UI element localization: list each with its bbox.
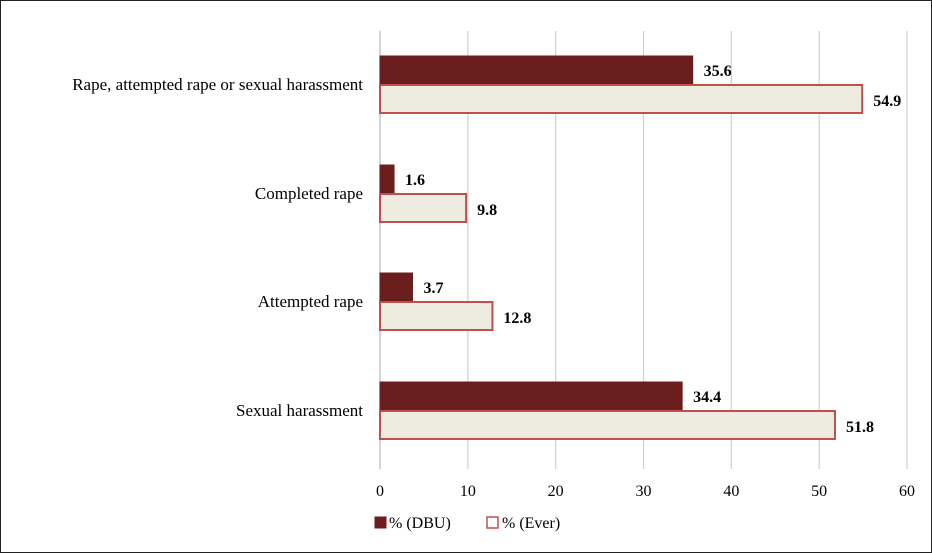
x-tick-label: 20 [548, 483, 564, 500]
bar-dbu [379, 381, 683, 411]
x-tick-label: 60 [899, 483, 915, 500]
bar-ever [379, 301, 494, 331]
data-labels: 35.6 54.9 1.6 9.8 3.7 12.8 34.4 51.8 [405, 63, 901, 436]
x-tick-labels: 0 10 20 30 40 50 60 [376, 483, 915, 500]
data-label-ever: 12.8 [503, 310, 531, 327]
data-label-dbu: 3.7 [423, 280, 443, 297]
data-label-dbu: 1.6 [405, 172, 425, 189]
bars [379, 55, 864, 440]
legend-label-ever: % (Ever) [502, 515, 560, 532]
bar-dbu [379, 164, 395, 194]
bar-ever [379, 84, 864, 114]
legend-swatch-ever [486, 516, 499, 529]
legend-label-dbu: % (DBU) [389, 515, 451, 532]
x-tick-label: 50 [811, 483, 827, 500]
category-label: Completed rape [255, 184, 363, 203]
bar-ever [379, 193, 468, 223]
category-label: Sexual harassment [236, 401, 363, 420]
bar-ever [379, 410, 836, 440]
data-label-dbu: 34.4 [693, 389, 721, 406]
legend-swatch-dbu [374, 516, 387, 529]
category-labels: Rape, attempted rape or sexual harassmen… [72, 75, 363, 420]
x-tick-label: 40 [723, 483, 739, 500]
bar-dbu [379, 272, 413, 302]
x-tick-label: 0 [376, 483, 384, 500]
data-label-ever: 9.8 [477, 202, 497, 219]
legend: % (DBU) % (Ever) [374, 515, 560, 532]
data-label-ever: 54.9 [873, 93, 901, 110]
x-tick-label: 10 [460, 483, 476, 500]
data-label-dbu: 35.6 [704, 63, 732, 80]
category-label: Rape, attempted rape or sexual harassmen… [72, 75, 363, 94]
data-label-ever: 51.8 [846, 419, 874, 436]
category-label: Attempted rape [258, 292, 363, 311]
bar-dbu [379, 55, 694, 85]
x-tick-label: 30 [636, 483, 652, 500]
